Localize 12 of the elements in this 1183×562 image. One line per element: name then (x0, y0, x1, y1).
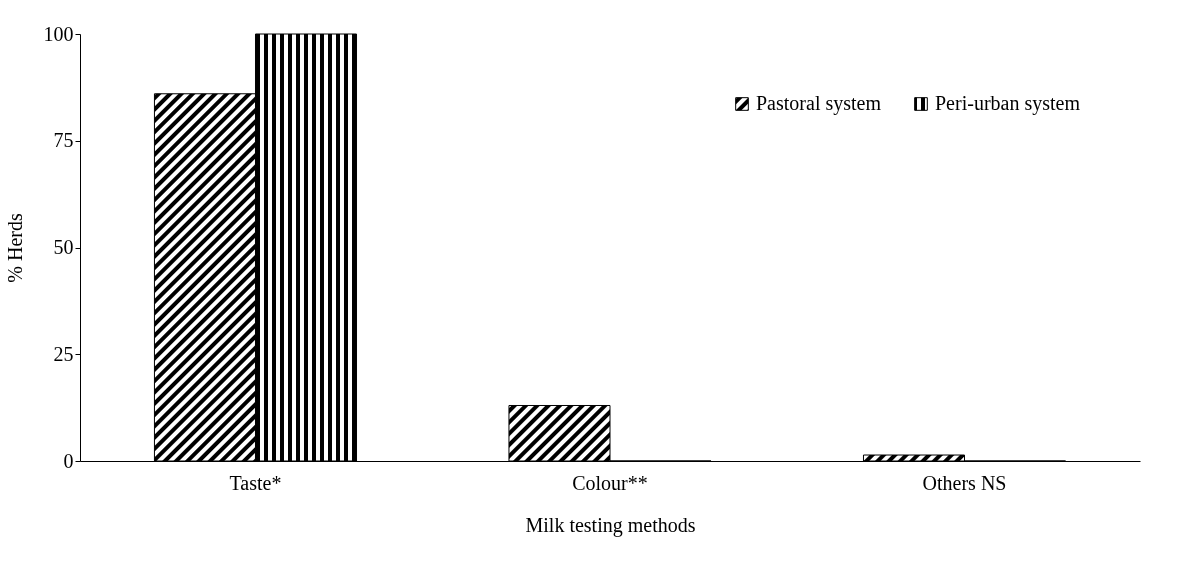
x-tick-label: Colour** (572, 471, 648, 494)
y-axis-title: % Herds (3, 213, 26, 283)
x-tick-label: Others NS (922, 471, 1007, 494)
y-tick-label: 100 (43, 22, 74, 45)
y-tick-label: 75 (53, 129, 74, 152)
x-tick-label: Taste* (229, 471, 282, 494)
legend-label: Pastoral system (756, 92, 882, 115)
y-tick-label: 0 (63, 449, 74, 472)
legend-label: Peri-urban system (935, 92, 1081, 115)
x-axis-title: Milk testing methods (525, 513, 696, 537)
y-tick-label: 25 (53, 342, 74, 365)
y-tick-label: 50 (53, 236, 74, 258)
